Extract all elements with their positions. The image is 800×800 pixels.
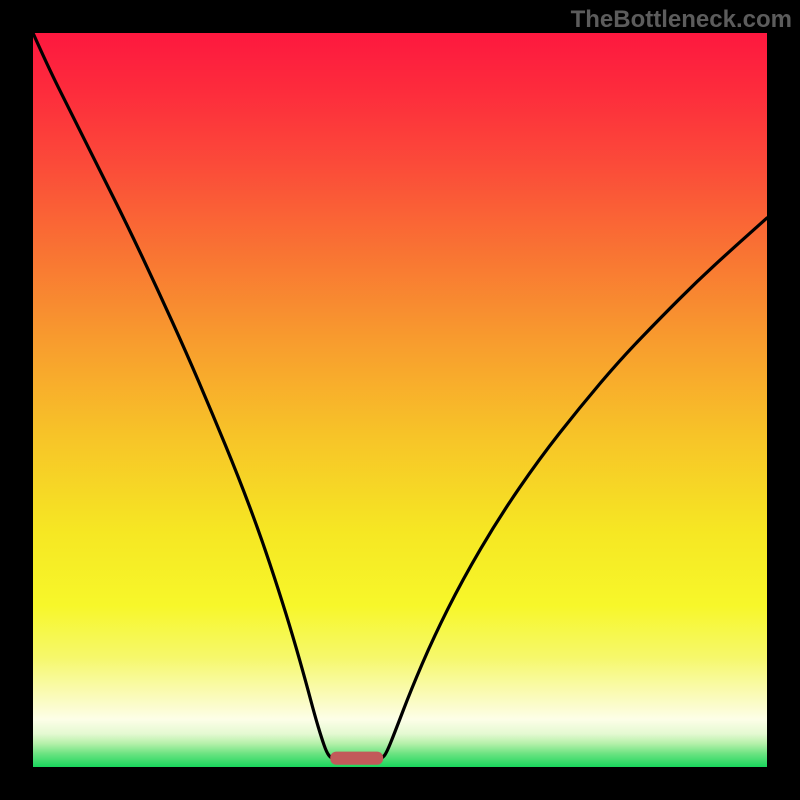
chart-stage: TheBottleneck.com bbox=[0, 0, 800, 800]
bottleneck-chart bbox=[0, 0, 800, 800]
optimal-marker bbox=[330, 752, 383, 765]
plot-background bbox=[33, 33, 767, 767]
